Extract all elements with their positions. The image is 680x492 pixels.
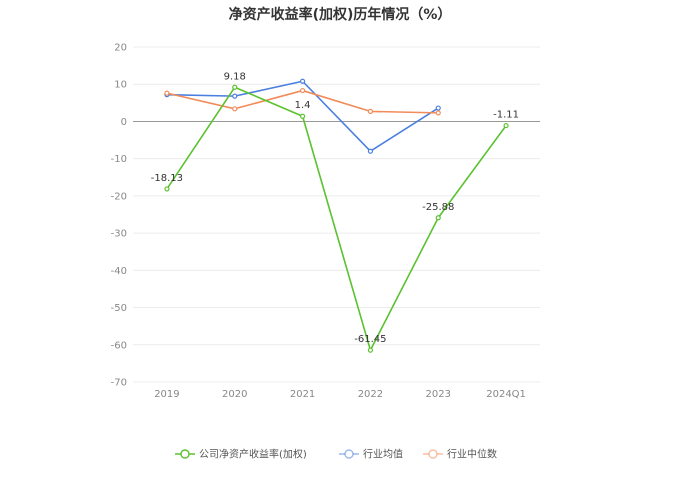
x-tick-label: 2020 bbox=[222, 389, 247, 400]
y-tick-label: 0 bbox=[121, 117, 127, 128]
x-tick-label: 2021 bbox=[290, 389, 315, 400]
y-tick-label: 20 bbox=[114, 43, 127, 54]
data-point bbox=[435, 110, 441, 116]
data-point bbox=[232, 106, 238, 112]
y-tick-label: -60 bbox=[111, 340, 127, 351]
y-tick-label: -50 bbox=[111, 303, 127, 314]
grid-layer bbox=[133, 46, 540, 383]
y-tick-label: -40 bbox=[111, 266, 127, 277]
data-point bbox=[232, 84, 238, 90]
axis-layer: 20 10 0 -10 -20 -30 -40 -50 -60 -70 2019 2020 2021 20… bbox=[111, 43, 526, 401]
data-point bbox=[503, 122, 509, 129]
legend-label: 公司净资产收益率(加权) bbox=[199, 448, 307, 461]
data-point bbox=[232, 93, 238, 99]
legend-item[interactable]: 行业均值 bbox=[339, 448, 403, 461]
data-label: -61.45 bbox=[354, 334, 386, 345]
data-point bbox=[299, 113, 306, 119]
legend-item[interactable]: 公司净资产收益率(加权) bbox=[175, 448, 307, 461]
data-point bbox=[299, 87, 306, 94]
legend-swatch-marker bbox=[428, 449, 438, 459]
y-tick-label: -20 bbox=[111, 191, 127, 202]
data-label: -18.13 bbox=[151, 173, 183, 184]
legend-label: 行业中位数 bbox=[447, 448, 497, 461]
data-point bbox=[435, 105, 441, 111]
legend-swatch-marker bbox=[344, 449, 354, 459]
legend-swatch-marker bbox=[180, 449, 190, 459]
x-tick-label: 2024Q1 bbox=[486, 389, 526, 400]
y-tick-label: -10 bbox=[111, 154, 127, 165]
y-tick-label: 10 bbox=[114, 80, 127, 91]
data-label: 9.18 bbox=[224, 71, 246, 82]
y-tick-label: -70 bbox=[111, 378, 127, 389]
data-point bbox=[164, 90, 170, 96]
data-label: -25.88 bbox=[422, 202, 454, 213]
series-line bbox=[166, 86, 507, 351]
legend-label: 行业均值 bbox=[363, 448, 403, 461]
legend-item[interactable]: 行业中位数 bbox=[423, 448, 497, 461]
data-point bbox=[299, 78, 306, 84]
data-label: 1.4 bbox=[295, 100, 311, 111]
data-point bbox=[367, 347, 374, 353]
series-layer bbox=[164, 78, 509, 353]
x-tick-label: 2023 bbox=[426, 389, 451, 400]
data-label-layer: -18.13 9.18 1.4 -61.45 -25.88 -1.11 bbox=[151, 71, 519, 345]
legend: 公司净资产收益率(加权) 行业均值 行业中位数 bbox=[175, 448, 497, 461]
data-label: -1.11 bbox=[493, 110, 519, 121]
data-point bbox=[367, 108, 374, 114]
chart-title: 净资产收益率(加权)历年情况（%） bbox=[228, 7, 452, 23]
x-tick-label: 2022 bbox=[358, 389, 383, 400]
data-point bbox=[435, 215, 441, 221]
y-tick-label: -30 bbox=[111, 229, 127, 240]
x-tick-label: 2019 bbox=[154, 389, 179, 400]
data-point bbox=[164, 186, 170, 192]
data-point bbox=[367, 148, 374, 154]
